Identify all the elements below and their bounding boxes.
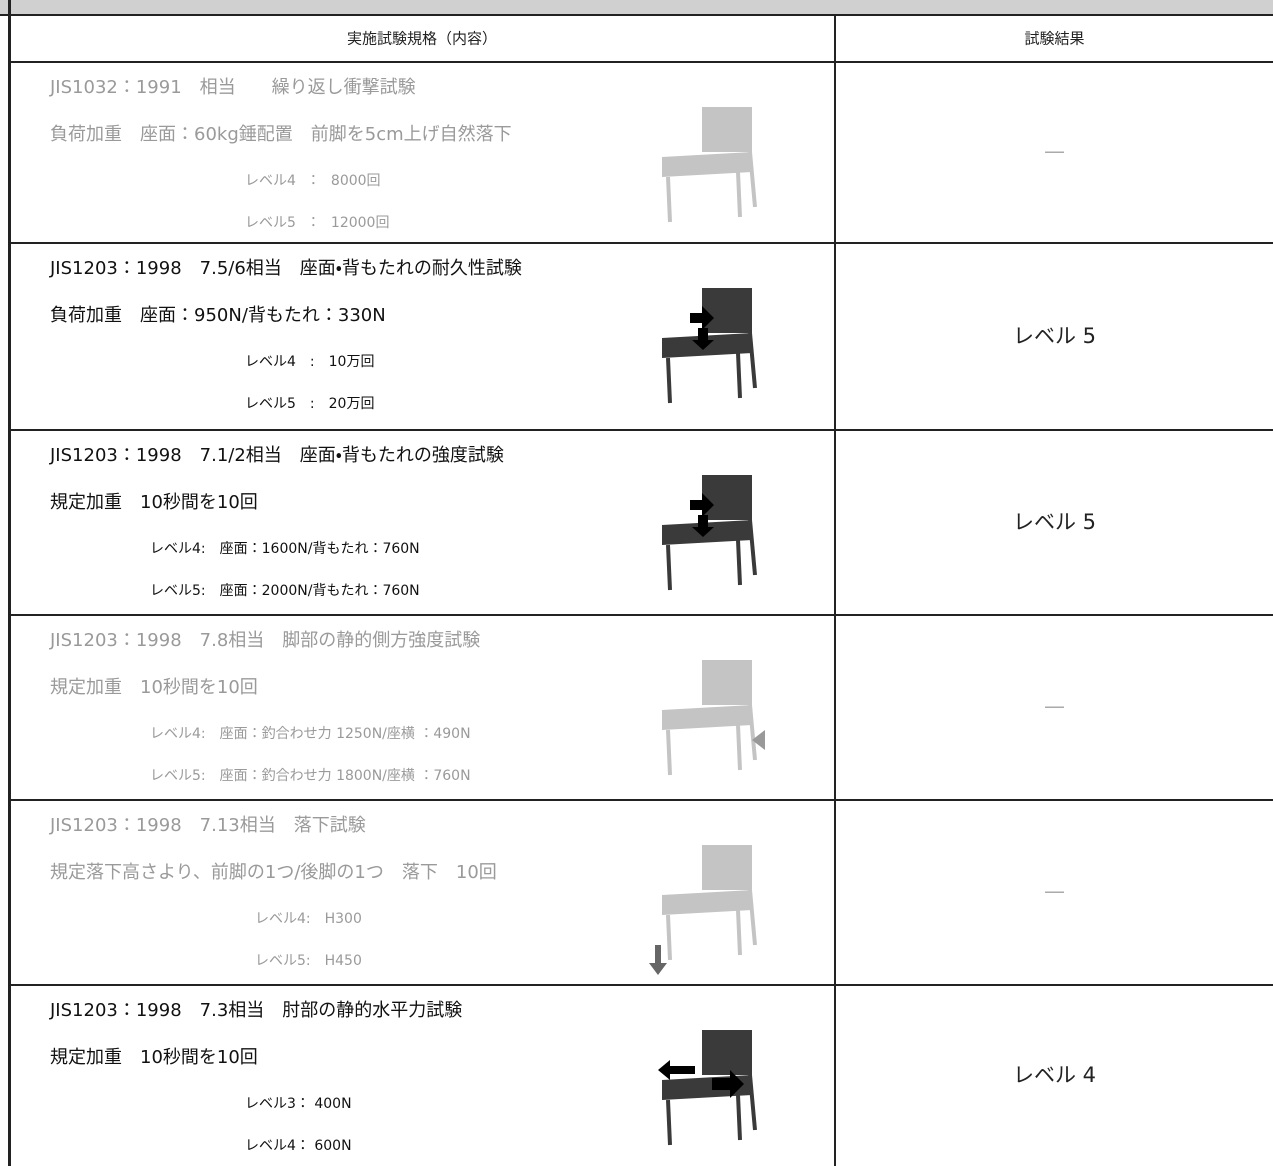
result: — bbox=[1044, 878, 1065, 903]
spec-line: JIS1203：1998 7.8相当 脚部の静的側方強度試験 bbox=[50, 630, 481, 651]
chair-icon bbox=[662, 660, 765, 776]
chair-seat bbox=[662, 890, 752, 915]
spec-line: レベル4： 600N bbox=[245, 1138, 352, 1154]
chair-leg bbox=[736, 1094, 742, 1141]
chair-leg bbox=[666, 544, 672, 591]
left-border bbox=[8, 0, 11, 1166]
chair-leg bbox=[748, 519, 757, 576]
row-border bbox=[10, 984, 1273, 986]
spec-line: レベル5 ： 12000回 bbox=[245, 215, 390, 231]
spec-line: レベル4 ： 8000回 bbox=[245, 173, 381, 189]
header-cell: 実施試験規格（内容） bbox=[346, 29, 497, 48]
spec-line: 規定加重 10秒間を10回 bbox=[50, 1047, 258, 1068]
spec-line: JIS1203：1998 7.1/2相当 座面・背もたれの強度試験 bbox=[50, 445, 504, 466]
spec-line: レベル5 : 20万回 bbox=[245, 396, 375, 412]
chair-leg bbox=[736, 171, 742, 218]
row-border bbox=[10, 242, 1273, 244]
chair-leg bbox=[666, 729, 672, 776]
result: レベル 5 bbox=[1012, 509, 1097, 534]
row-border bbox=[10, 614, 1273, 616]
chair-leg bbox=[736, 724, 742, 771]
spec-line: JIS1203：1998 7.5/6相当 座面・背もたれの耐久性試験 bbox=[50, 258, 522, 279]
chair-leg bbox=[666, 914, 672, 961]
chair-back bbox=[702, 1030, 752, 1075]
chair-back bbox=[702, 107, 752, 152]
chair-leg bbox=[666, 357, 672, 404]
spec-line: 負荷加重 座面：950N/背もたれ：330N bbox=[50, 305, 386, 326]
spec-line: レベル3： 400N bbox=[245, 1096, 352, 1112]
spec-line: 規定加重 10秒間を10回 bbox=[50, 492, 258, 513]
chair-seat bbox=[662, 152, 752, 177]
chair-back bbox=[702, 475, 752, 520]
spec-line: レベル4 : 10万回 bbox=[245, 354, 375, 370]
spec-line: 規定加重 10秒間を10回 bbox=[50, 677, 258, 698]
arrow bbox=[752, 730, 765, 750]
chair-leg bbox=[666, 1099, 672, 1146]
chair-leg bbox=[736, 539, 742, 586]
spec-line: レベル5: 座面：2000N/背もたれ：760N bbox=[150, 583, 420, 599]
chair-icon bbox=[649, 845, 757, 975]
chair-back bbox=[702, 845, 752, 890]
arrow bbox=[712, 1070, 744, 1098]
row-border bbox=[10, 61, 1273, 63]
spec-line: 規定落下高さより、前脚の1つ/後脚の1つ 落下 10回 bbox=[50, 862, 497, 883]
chair-leg bbox=[748, 332, 757, 389]
chair-back bbox=[702, 288, 752, 333]
spec-line: JIS1203：1998 7.13相当 落下試験 bbox=[50, 815, 366, 836]
top-bar bbox=[0, 0, 1273, 16]
result: レベル 5 bbox=[1012, 323, 1097, 348]
chair-icon bbox=[662, 107, 757, 223]
result: — bbox=[1044, 138, 1065, 163]
chair-leg bbox=[748, 704, 757, 761]
spec-line: 負荷加重 座面：60kg錘配置 前脚を5cm上げ自然落下 bbox=[50, 124, 512, 145]
result: — bbox=[1044, 693, 1065, 718]
spec-line: レベル4: H300 bbox=[255, 911, 362, 927]
chair-seat bbox=[662, 705, 752, 730]
chair-back bbox=[702, 660, 752, 705]
spec-line: レベル5: 座面：釣合わせ力 1800N/座横 ：760N bbox=[150, 768, 471, 784]
chair-icon bbox=[662, 475, 757, 591]
chair-leg bbox=[736, 352, 742, 399]
row-border bbox=[10, 799, 1273, 801]
chair-leg bbox=[748, 151, 757, 208]
arrow bbox=[649, 945, 667, 975]
spec-line: JIS1032：1991 相当 繰り返し衝撃試験 bbox=[50, 77, 416, 98]
header-cell: 試験結果 bbox=[1024, 29, 1085, 48]
chair-leg bbox=[736, 909, 742, 956]
spec-line: JIS1203：1998 7.3相当 肘部の静的水平力試験 bbox=[50, 1000, 463, 1021]
chair-leg bbox=[748, 1074, 757, 1131]
arrow bbox=[658, 1060, 695, 1080]
result: レベル 4 bbox=[1012, 1062, 1097, 1087]
arrow bbox=[690, 493, 714, 517]
arrow bbox=[692, 328, 714, 350]
column-divider bbox=[834, 14, 836, 1166]
chair-leg bbox=[666, 176, 672, 223]
arrow bbox=[690, 306, 714, 330]
spec-line: レベル5: H450 bbox=[255, 953, 362, 969]
row-border bbox=[10, 429, 1273, 431]
spec-line: レベル4: 座面：釣合わせ力 1250N/座横 ：490N bbox=[150, 726, 471, 742]
spec-line: レベル4: 座面：1600N/背もたれ：760N bbox=[150, 541, 420, 557]
chair-leg bbox=[748, 889, 757, 946]
arrow bbox=[692, 515, 714, 537]
chair-icon bbox=[662, 288, 757, 404]
chair-icon bbox=[658, 1030, 757, 1146]
